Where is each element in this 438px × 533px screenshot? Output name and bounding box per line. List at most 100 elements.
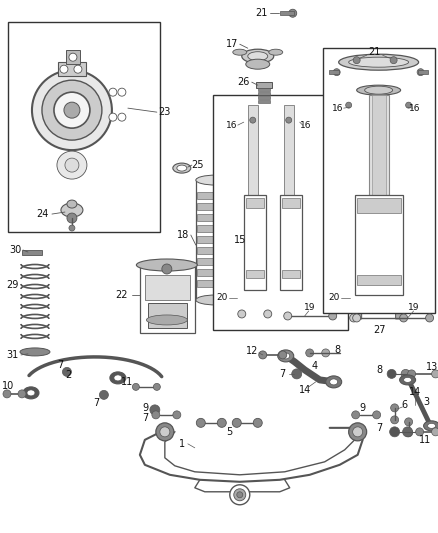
Text: 11: 11 xyxy=(121,377,133,387)
Bar xyxy=(145,275,190,300)
Ellipse shape xyxy=(278,350,294,362)
Text: 15: 15 xyxy=(233,235,246,245)
Bar xyxy=(22,80,37,105)
Circle shape xyxy=(237,492,243,498)
Circle shape xyxy=(286,117,292,123)
Bar xyxy=(355,195,403,295)
Ellipse shape xyxy=(67,200,77,208)
Text: 9: 9 xyxy=(360,403,366,413)
Circle shape xyxy=(150,405,160,415)
Circle shape xyxy=(109,113,117,121)
Text: 26: 26 xyxy=(237,77,250,87)
Circle shape xyxy=(387,369,396,378)
Text: 19: 19 xyxy=(408,303,419,312)
Text: 18: 18 xyxy=(177,230,189,240)
Ellipse shape xyxy=(246,59,270,69)
Ellipse shape xyxy=(20,348,50,356)
Text: 10: 10 xyxy=(2,381,14,391)
Ellipse shape xyxy=(146,315,187,325)
Circle shape xyxy=(353,314,360,322)
Bar xyxy=(246,270,264,278)
Text: 23: 23 xyxy=(159,107,171,117)
Ellipse shape xyxy=(424,421,438,431)
Bar xyxy=(369,95,389,195)
Text: 25: 25 xyxy=(191,160,204,170)
Circle shape xyxy=(250,117,256,123)
Bar xyxy=(284,105,294,195)
Text: 1: 1 xyxy=(179,439,185,449)
Polygon shape xyxy=(238,290,247,316)
Text: 16: 16 xyxy=(300,120,311,130)
Circle shape xyxy=(64,102,80,118)
Text: 24: 24 xyxy=(36,209,48,219)
Ellipse shape xyxy=(23,387,39,399)
Circle shape xyxy=(3,390,11,398)
Circle shape xyxy=(349,423,367,441)
Text: 8: 8 xyxy=(335,345,341,355)
Ellipse shape xyxy=(349,57,409,67)
Ellipse shape xyxy=(136,259,197,271)
Ellipse shape xyxy=(61,203,83,217)
Bar xyxy=(213,95,348,330)
Bar xyxy=(417,70,427,74)
Bar xyxy=(197,225,235,232)
Circle shape xyxy=(321,349,330,357)
Ellipse shape xyxy=(196,175,236,185)
Text: 21: 21 xyxy=(255,8,268,18)
Text: 17: 17 xyxy=(226,39,238,49)
Circle shape xyxy=(399,314,408,322)
Bar xyxy=(280,195,302,290)
Text: 20: 20 xyxy=(216,294,227,302)
Ellipse shape xyxy=(114,375,122,381)
Ellipse shape xyxy=(110,372,126,384)
Circle shape xyxy=(405,418,413,426)
Circle shape xyxy=(431,428,438,436)
Bar xyxy=(282,270,300,278)
Bar xyxy=(25,100,34,115)
Bar xyxy=(197,192,235,199)
Text: 6: 6 xyxy=(402,400,408,410)
Circle shape xyxy=(232,418,241,427)
Bar xyxy=(22,250,42,255)
Circle shape xyxy=(426,314,434,322)
Bar xyxy=(256,82,272,88)
Circle shape xyxy=(352,411,360,419)
Circle shape xyxy=(401,369,410,378)
Bar xyxy=(258,92,270,95)
Bar xyxy=(58,62,86,76)
Text: 4: 4 xyxy=(312,361,318,371)
Polygon shape xyxy=(42,150,102,195)
Text: 11: 11 xyxy=(418,435,431,445)
Bar xyxy=(197,280,235,287)
Text: 12: 12 xyxy=(246,346,258,356)
Circle shape xyxy=(403,427,413,437)
Text: 14: 14 xyxy=(409,387,421,397)
Circle shape xyxy=(238,310,246,318)
Bar xyxy=(258,88,270,91)
Circle shape xyxy=(156,423,174,441)
Bar xyxy=(357,198,401,213)
Circle shape xyxy=(259,351,267,359)
Text: 13: 13 xyxy=(425,362,438,372)
Bar xyxy=(372,95,385,195)
Circle shape xyxy=(99,390,108,399)
Text: 3: 3 xyxy=(424,397,430,407)
Bar xyxy=(282,198,300,208)
Circle shape xyxy=(230,485,250,505)
Circle shape xyxy=(353,56,360,63)
Text: 7: 7 xyxy=(57,360,63,370)
Circle shape xyxy=(74,65,82,73)
Text: 9: 9 xyxy=(143,403,149,413)
Circle shape xyxy=(173,411,181,419)
Circle shape xyxy=(350,314,358,322)
Text: 19: 19 xyxy=(304,303,315,312)
Circle shape xyxy=(42,80,102,140)
Ellipse shape xyxy=(248,52,268,61)
Circle shape xyxy=(306,349,314,357)
Ellipse shape xyxy=(282,353,290,359)
Bar xyxy=(197,247,235,254)
Circle shape xyxy=(416,428,424,436)
Circle shape xyxy=(264,310,272,318)
Bar xyxy=(244,195,266,290)
Text: 29: 29 xyxy=(6,280,18,290)
